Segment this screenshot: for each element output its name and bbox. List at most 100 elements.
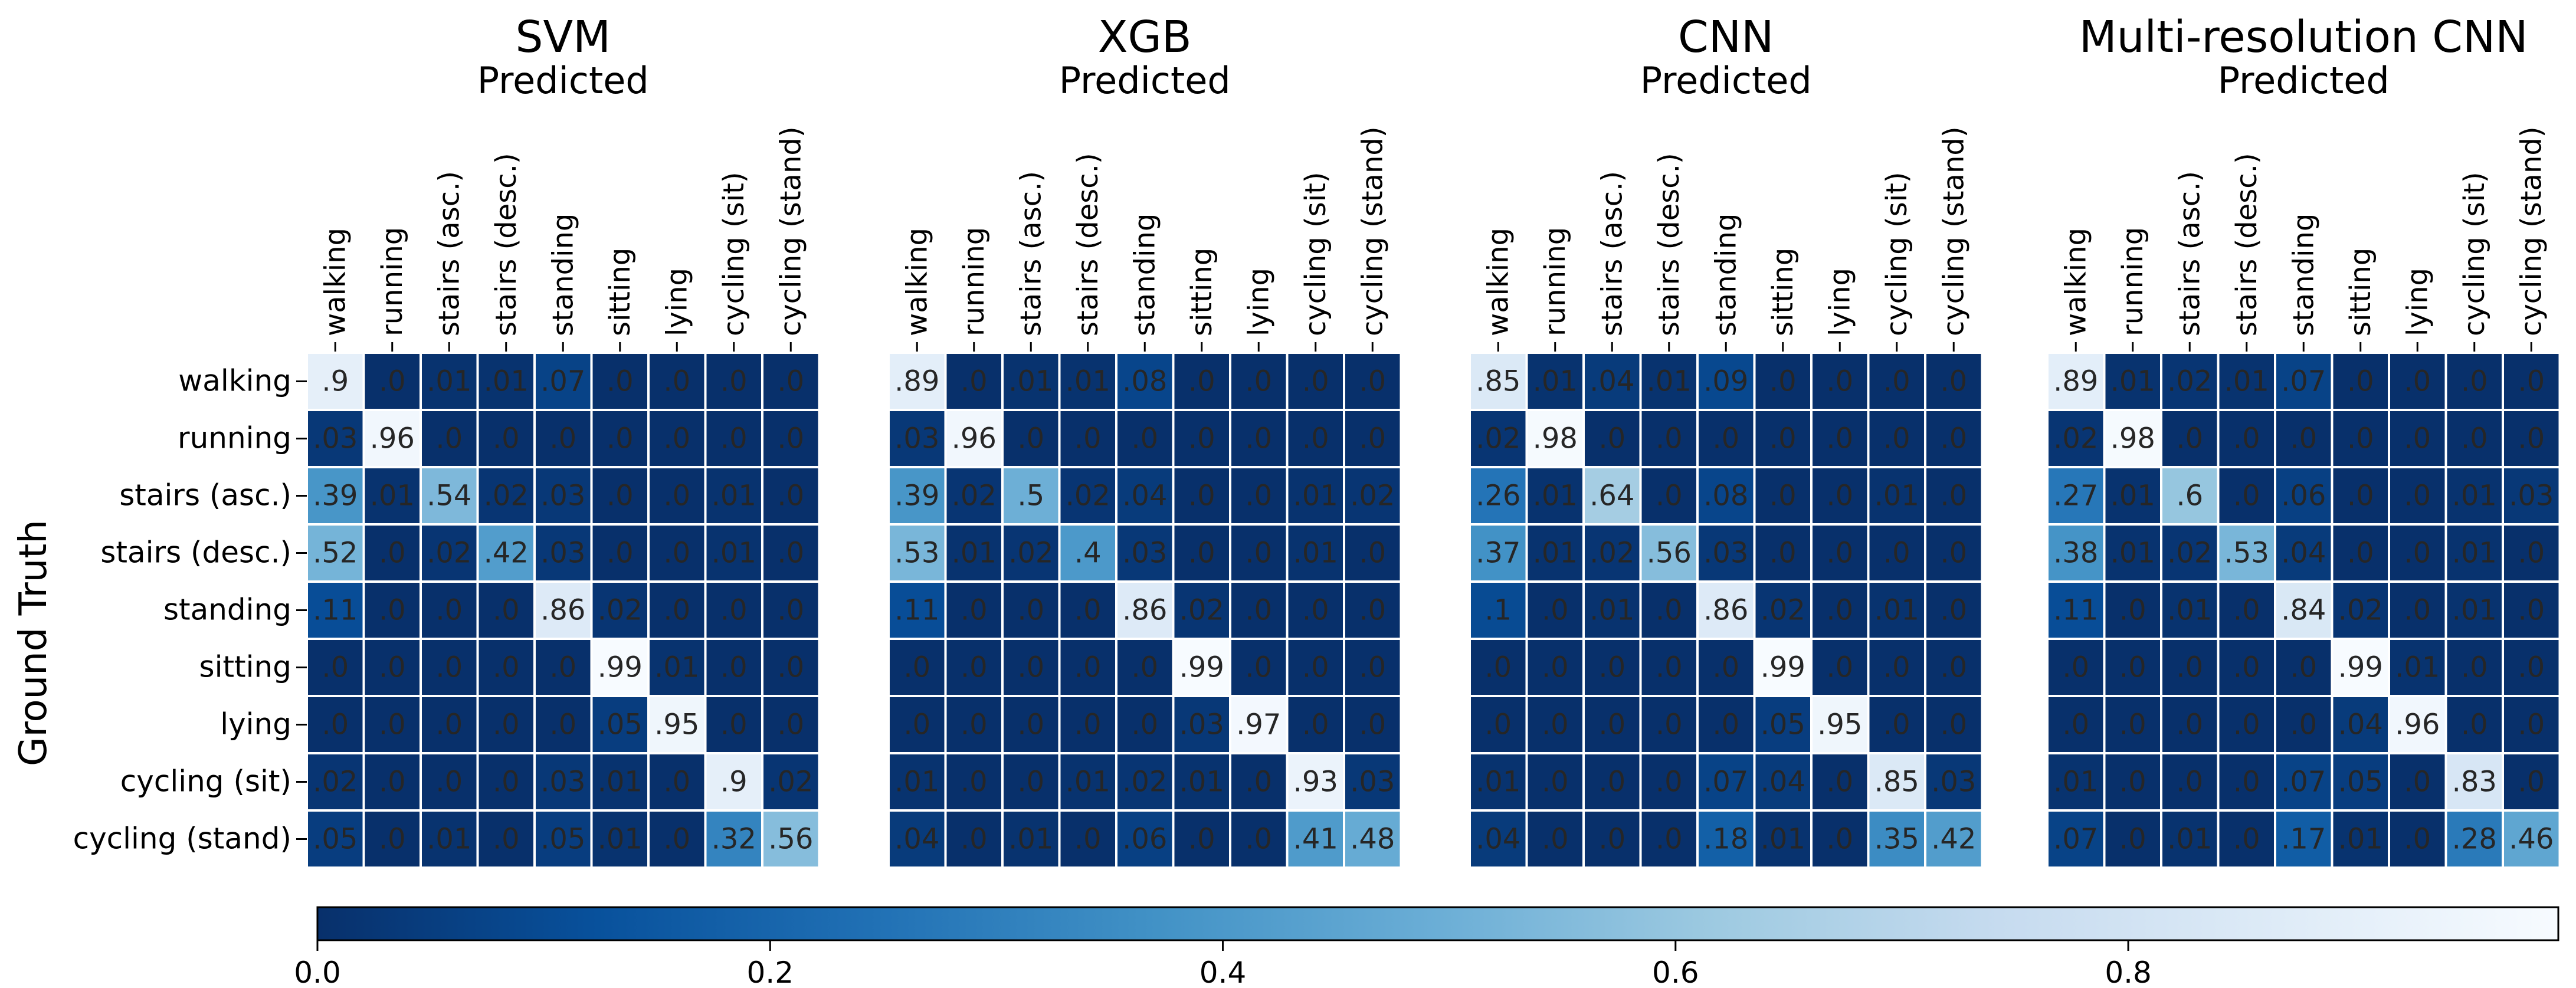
row-label: lying	[220, 707, 291, 741]
cell-value: .0	[2233, 594, 2260, 627]
cell-value: .01	[1066, 766, 1110, 799]
cell-value: .03	[1122, 537, 1167, 570]
cell-value: .0	[961, 365, 988, 398]
cell-value: .0	[2176, 651, 2203, 684]
cell-value: .0	[2404, 537, 2431, 570]
heatmap-cell	[1639, 752, 1699, 812]
cell-value: .0	[1074, 708, 1102, 741]
cell-value: .0	[2518, 537, 2545, 570]
y-axis-title: Ground Truth	[12, 520, 55, 766]
cell-value: .0	[1542, 823, 1569, 856]
cell-value: .98	[2110, 422, 2155, 455]
cell-value: .0	[493, 422, 520, 455]
heatmap-cell	[362, 409, 422, 468]
heatmap-cell	[944, 466, 1004, 526]
heatmap-cell	[2444, 752, 2504, 812]
heatmap-cell	[1753, 523, 1813, 583]
cell-value: .0	[1940, 422, 1967, 455]
heatmap-cell	[761, 352, 821, 411]
cell-value: .02	[1350, 480, 1395, 513]
heatmap-cell	[2331, 809, 2390, 869]
column-label: stairs (asc.)	[432, 171, 466, 336]
cell-value: .06	[1122, 823, 1167, 856]
cell-value: .0	[720, 708, 748, 741]
heatmap-cell	[2502, 752, 2561, 812]
cell-value: .0	[1883, 365, 1910, 398]
heatmap-cell	[362, 638, 422, 697]
cell-value: .05	[540, 823, 585, 856]
heatmap-cell	[1753, 752, 1813, 812]
heatmap-cell	[1172, 466, 1231, 526]
cell-value: .02	[2167, 537, 2212, 570]
column-label: lying	[2401, 268, 2434, 336]
cell-value: .99	[2338, 651, 2383, 684]
heatmap-cell	[1639, 695, 1699, 754]
cell-value: .0	[1245, 823, 1272, 856]
panel-subtitle: Predicted	[2218, 59, 2390, 102]
cell-value: .03	[540, 766, 585, 799]
cell-value: .0	[1017, 594, 1044, 627]
cell-value: .0	[1359, 708, 1386, 741]
cell-value: .86	[1703, 594, 1748, 627]
cell-value: .02	[1066, 480, 1110, 513]
cell-value: .0	[1883, 537, 1910, 570]
cell-value: .01	[2452, 594, 2497, 627]
cell-value: .08	[1122, 365, 1167, 398]
cell-value: .07	[1703, 766, 1748, 799]
heatmap-cell	[1229, 695, 1289, 754]
heatmap-cell	[1582, 523, 1642, 583]
heatmap-cell	[944, 352, 1004, 411]
cell-value: .02	[1179, 594, 1224, 627]
heatmap-cell	[1639, 809, 1699, 869]
cell-value: .0	[2233, 823, 2260, 856]
heatmap-cell	[1172, 695, 1231, 754]
heatmap-cell	[887, 580, 947, 640]
cell-value: .03	[1179, 708, 1224, 741]
cell-value: .0	[2518, 651, 2545, 684]
cell-value: .01	[427, 823, 471, 856]
cell-value: .0	[1188, 823, 1215, 856]
cell-value: .0	[1883, 422, 1910, 455]
heatmap-cell	[2217, 580, 2276, 640]
cell-value: .01	[1293, 537, 1338, 570]
panel-title: Multi-resolution CNN	[2079, 12, 2528, 63]
row-label: walking	[178, 364, 291, 398]
cell-value: .04	[1589, 365, 1634, 398]
heatmap-cell	[1810, 638, 1870, 697]
cell-value: .0	[663, 823, 690, 856]
cell-value: .41	[1293, 823, 1338, 856]
column-label: walking	[319, 228, 352, 336]
heatmap-cell	[590, 523, 650, 583]
cell-value: .0	[1656, 594, 1683, 627]
heatmap-cell	[2502, 409, 2561, 468]
column-label: lying	[1823, 268, 1856, 336]
heatmap-cell	[419, 752, 479, 812]
cell-value: .0	[1245, 594, 1272, 627]
cell-value: .0	[1656, 422, 1683, 455]
heatmap-cell	[590, 752, 650, 812]
cell-value: .0	[1484, 651, 1512, 684]
cell-value: .35	[1874, 823, 1919, 856]
heatmap-cell	[1525, 466, 1585, 526]
cell-value: .5	[1017, 480, 1044, 513]
cell-value: .0	[1359, 651, 1386, 684]
colorbar: 0.0 0.2 0.4 0.6 0.8	[294, 906, 2559, 988]
cell-value: .0	[1017, 422, 1044, 455]
cell-value: .0	[2233, 422, 2260, 455]
heatmap-cell	[2444, 523, 2504, 583]
column-label: cycling (stand)	[774, 126, 807, 336]
heatmap-cell	[1525, 752, 1585, 812]
heatmap-cell	[887, 809, 947, 869]
cell-value: .0	[2176, 708, 2203, 741]
cell-value: .0	[961, 651, 988, 684]
heatmap-cell	[590, 695, 650, 754]
cell-value: .0	[379, 708, 406, 741]
heatmap-cell	[2502, 352, 2561, 411]
cell-value: .0	[1883, 708, 1910, 741]
column-label: cycling (sit)	[2458, 172, 2491, 336]
cell-value: .0	[2404, 823, 2431, 856]
row-label: sitting	[199, 650, 291, 684]
cell-value: .0	[663, 365, 690, 398]
heatmap-cell	[761, 809, 821, 869]
